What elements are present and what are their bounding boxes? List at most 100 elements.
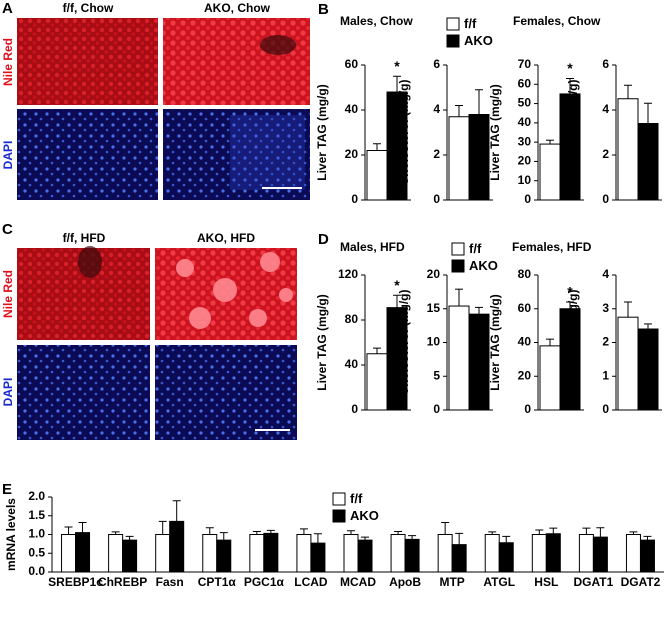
y-tick-label: 40 xyxy=(518,115,532,129)
x-tick-label: ApoB xyxy=(389,575,421,589)
x-tick-label: ChREBP xyxy=(98,575,147,589)
bar xyxy=(366,353,388,411)
legend-label: f/f xyxy=(350,491,363,506)
y-tick-label: 0 xyxy=(524,192,531,206)
y-tick-label: 0 xyxy=(524,402,531,416)
y-tick-label: 1.0 xyxy=(28,527,45,541)
y-tick-label: 4 xyxy=(602,267,609,281)
x-tick-label: MCAD xyxy=(340,575,376,589)
image xyxy=(17,109,158,200)
y-axis-label: Cholesterol (mg/g) xyxy=(566,79,580,185)
chart-title: Males, Chow xyxy=(340,14,413,28)
y-tick-label: 10 xyxy=(518,173,532,187)
row-label: DAPI xyxy=(1,378,15,407)
bar xyxy=(559,93,581,201)
x-tick-label: Fasn xyxy=(156,575,184,589)
legend-swatch xyxy=(332,492,346,506)
bar xyxy=(637,328,659,411)
bar xyxy=(559,308,581,411)
y-tick-label: 15 xyxy=(427,301,441,315)
y-tick-label: 60 xyxy=(345,57,359,71)
y-tick-label: 1 xyxy=(602,368,609,382)
bar xyxy=(617,316,639,411)
x-tick-label: PGC1α xyxy=(244,575,285,589)
y-tick-label: 0 xyxy=(602,402,609,416)
bar xyxy=(637,123,659,201)
image-feature xyxy=(230,115,305,190)
y-tick-label: 5 xyxy=(433,368,440,382)
bar xyxy=(451,544,467,573)
y-tick-label: 4 xyxy=(433,102,440,116)
chart-title: Females, HFD xyxy=(512,240,592,254)
legend-label: AKO xyxy=(350,508,379,523)
y-tick-label: 30 xyxy=(518,134,532,148)
bar xyxy=(390,534,406,573)
y-tick-label: 20 xyxy=(518,154,532,168)
y-tick-label: 20 xyxy=(427,267,441,281)
y-axis-label: Cholesterol (mg/g) xyxy=(397,289,411,395)
bar xyxy=(468,313,490,411)
y-tick-label: 0 xyxy=(351,402,358,416)
y-tick-label: 0 xyxy=(351,192,358,206)
x-tick-label: DGAT1 xyxy=(573,575,613,589)
y-axis-label: Liver TAG (mg/g) xyxy=(315,84,329,180)
panel-letter: E xyxy=(2,481,12,498)
panel-letter: C xyxy=(2,221,13,238)
panel-letter: A xyxy=(2,0,13,17)
y-tick-label: 0 xyxy=(433,192,440,206)
legend-label: f/f xyxy=(464,16,477,31)
y-axis-label: mRNA levels xyxy=(4,498,18,571)
y-tick-label: 50 xyxy=(518,96,532,110)
significance: * xyxy=(567,60,573,76)
y-tick-label: 0 xyxy=(433,402,440,416)
bar xyxy=(122,539,138,573)
column-label: f/f, HFD xyxy=(63,231,106,245)
y-tick-label: 70 xyxy=(518,57,532,71)
bar xyxy=(216,539,232,573)
bar xyxy=(296,534,312,573)
bar xyxy=(357,539,373,573)
legend-label: AKO xyxy=(464,33,493,48)
bar xyxy=(61,534,77,573)
legend-swatch xyxy=(446,17,460,31)
significance: * xyxy=(567,284,573,300)
y-tick-label: 20 xyxy=(518,368,532,382)
y-axis-label: Liver TAG (mg/g) xyxy=(488,84,502,180)
y-tick-label: 2 xyxy=(433,147,440,161)
bar xyxy=(531,534,547,573)
y-tick-label: 120 xyxy=(338,267,358,281)
image-feature xyxy=(260,35,296,55)
panel-letter: D xyxy=(318,231,329,248)
bar xyxy=(386,91,408,201)
column-label: AKO, Chow xyxy=(204,1,271,15)
bar xyxy=(448,116,470,201)
x-tick-label: SREBP1c xyxy=(48,575,103,589)
legend-swatch xyxy=(446,34,460,48)
significance: * xyxy=(394,277,400,293)
image xyxy=(163,109,310,200)
y-tick-label: 4 xyxy=(602,102,609,116)
y-tick-label: 80 xyxy=(345,312,359,326)
significance: * xyxy=(394,58,400,74)
y-tick-label: 60 xyxy=(518,76,532,90)
y-axis-label: Liver TAG (mg/g) xyxy=(315,294,329,390)
y-tick-label: 10 xyxy=(427,335,441,349)
row-label: Nile Red xyxy=(1,38,15,86)
image-feature xyxy=(78,246,102,278)
column-label: f/f, Chow xyxy=(63,1,114,15)
bar xyxy=(75,532,91,573)
bar xyxy=(386,307,408,411)
y-tick-label: 20 xyxy=(345,147,359,161)
panel-letter: B xyxy=(318,1,329,18)
y-tick-label: 0.5 xyxy=(28,545,45,559)
bar xyxy=(468,114,490,201)
y-tick-label: 40 xyxy=(345,357,359,371)
bar xyxy=(639,539,655,573)
y-tick-label: 60 xyxy=(518,301,532,315)
row-label: Nile Red xyxy=(1,270,15,318)
y-axis-label: Cholesterol (mg/g) xyxy=(566,289,580,395)
x-tick-label: LCAD xyxy=(294,575,328,589)
y-tick-label: 2 xyxy=(602,335,609,349)
bar xyxy=(249,534,265,573)
